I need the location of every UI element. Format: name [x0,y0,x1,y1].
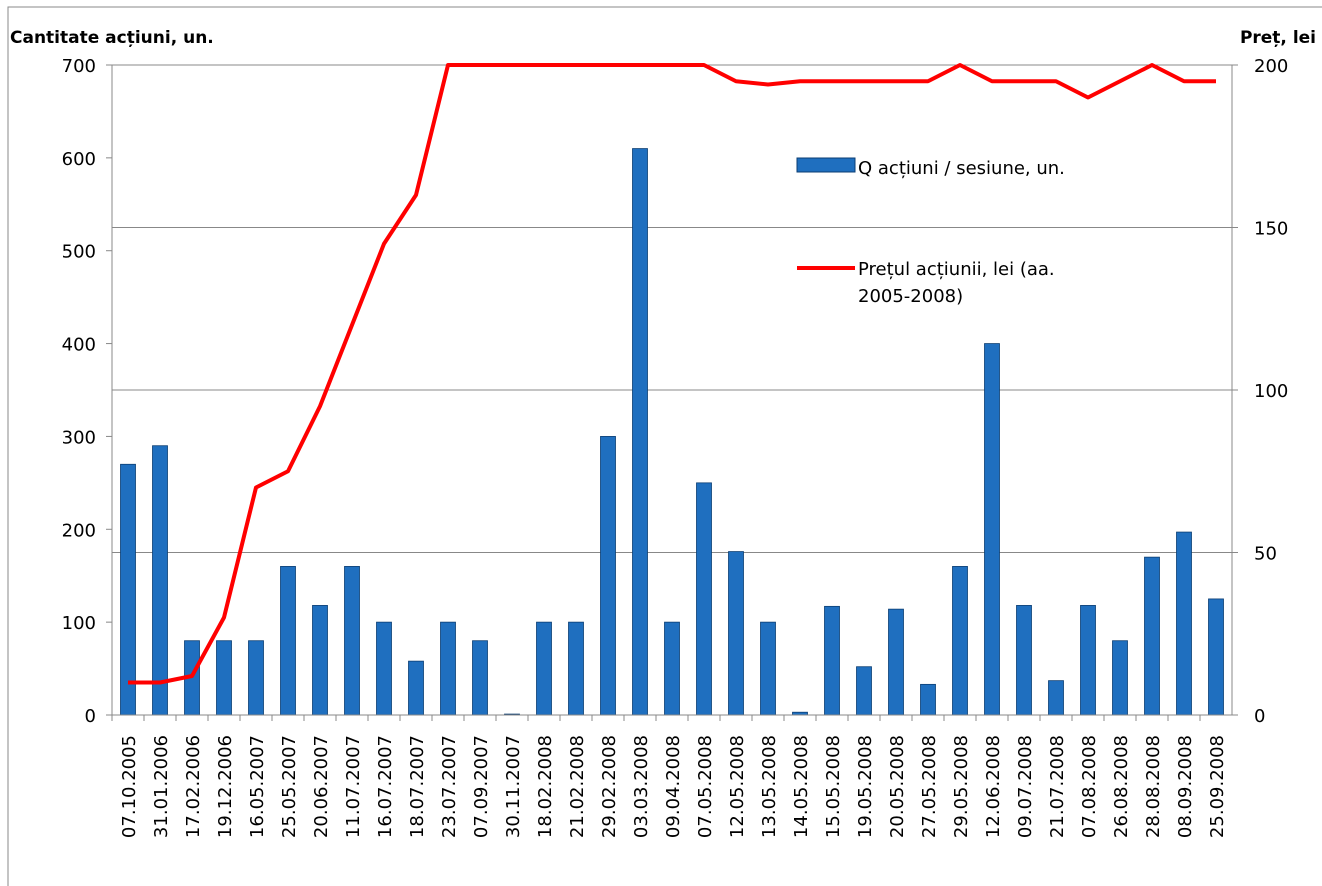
price-line [128,63,1216,685]
bar [120,463,136,716]
y2-tick-label: 100 [1254,381,1288,402]
bar [248,640,264,716]
x-tick-label: 14.05.2008 [791,735,812,838]
x-tick-label: 19.05.2008 [855,735,876,838]
bar [664,621,680,716]
x-tick-label: 12.06.2008 [983,735,1004,838]
bar [760,621,776,716]
x-tick-label: 20.05.2008 [887,735,908,838]
y-tick-label: 100 [62,613,96,634]
x-tick-label: 20.06.2007 [311,735,332,838]
x-tick-label: 08.09.2008 [1175,735,1196,838]
x-tick-label: 18.07.2007 [407,735,428,838]
x-tick-label: 27.05.2008 [919,735,940,838]
y2-tick-label: 200 [1254,56,1288,77]
x-tick-label: 11.07.2007 [343,735,364,838]
legend-label: Q acțiuni / sesiune, un. [858,158,1065,179]
bar [472,640,488,716]
bar [408,660,424,716]
y-tick-label: 300 [62,427,96,448]
bar [856,666,872,716]
x-tick-label: 18.02.2008 [535,735,556,838]
y-axis-label: Cantitate acțiuni, un. [10,28,214,48]
bar [888,608,904,716]
x-tick-label: 25.09.2008 [1207,735,1228,838]
x-tick-label: 26.08.2008 [1111,735,1132,838]
x-tick-label: 29.05.2008 [951,735,972,838]
y-tick-label: 700 [62,56,96,77]
x-tick-label: 28.08.2008 [1143,735,1164,838]
x-tick-label: 30.11.2007 [503,735,524,838]
bar [344,566,360,716]
bar [824,605,840,716]
bar [280,566,296,716]
bar [440,621,456,716]
bar [1048,680,1064,716]
x-tick-label: 09.07.2008 [1015,735,1036,838]
x-tick-label: 12.05.2008 [727,735,748,838]
x-tick-label: 15.05.2008 [823,735,844,838]
bar [984,343,1000,716]
bar [920,683,936,716]
x-tick-label: 16.07.2007 [375,735,396,838]
x-tick-label: 07.08.2008 [1079,735,1100,838]
bar [1144,556,1160,716]
bar [1112,640,1128,716]
x-tick-label: 07.10.2005 [119,735,140,838]
bar [568,621,584,716]
y2-tick-label: 0 [1254,706,1265,727]
bar [1016,605,1032,716]
x-tick-label: 21.07.2008 [1047,735,1068,838]
y-tick-label: 200 [62,520,96,541]
y-tick-label: 0 [85,706,96,727]
x-tick-label: 07.05.2008 [695,735,716,838]
x-tick-label: 29.02.2008 [599,735,620,838]
bar [632,148,648,716]
y2-tick-label: 150 [1254,219,1288,240]
bar [696,482,712,716]
x-tick-label: 25.05.2007 [279,735,300,838]
x-tick-label: 19.12.2006 [215,735,236,838]
chart-border [7,6,1322,886]
x-tick-label: 13.05.2008 [759,735,780,838]
y-tick-label: 500 [62,242,96,263]
bar [152,445,168,716]
bar [536,621,552,716]
bar [600,436,616,716]
y-tick-label: 600 [62,149,96,170]
y2-tick-label: 50 [1254,544,1277,565]
x-tick-label: 31.01.2006 [151,735,172,838]
x-tick-label: 23.07.2007 [439,735,460,838]
bar [376,621,392,716]
bar [952,566,968,716]
bar [312,605,328,716]
x-tick-label: 17.02.2006 [183,735,204,838]
bar [1208,598,1224,716]
x-tick-label: 03.03.2008 [631,735,652,838]
bar [216,640,232,716]
x-tick-label: 07.09.2007 [471,735,492,838]
x-tick-label: 09.04.2008 [663,735,684,838]
legend-label: Prețul acțiunii, lei (aa. 2005-2008) [858,259,1055,307]
bar [1080,605,1096,716]
y-tick-label: 400 [62,335,96,356]
bar [1176,531,1192,716]
x-tick-label: 16.05.2007 [247,735,268,838]
bar [728,551,744,716]
x-tick-label: 21.02.2008 [567,735,588,838]
legend-swatch [796,157,856,173]
y2-axis-label: Preț, lei [1240,28,1316,48]
